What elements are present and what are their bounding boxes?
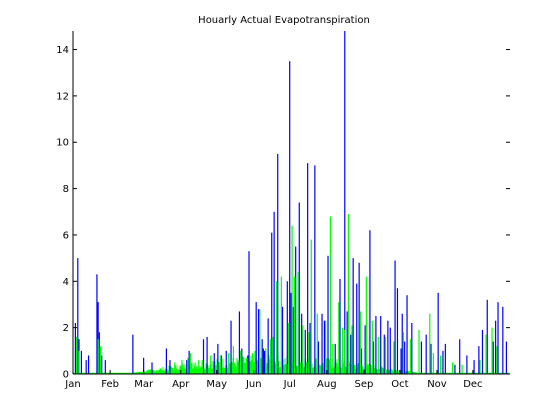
x-tick-label-nov: Nov	[427, 379, 447, 390]
x-tick-label-may: May	[206, 379, 227, 390]
y-tick-label-0: 0	[63, 370, 69, 381]
blue-series	[74, 31, 508, 374]
x-tick-label-jun: Jun	[245, 379, 262, 390]
green-series	[75, 214, 498, 374]
y-tick-label-6: 6	[63, 230, 69, 241]
y-tick-label-12: 12	[56, 91, 69, 102]
x-tick-label-mar: Mar	[134, 379, 154, 390]
x-tick-label-jan: Jan	[64, 379, 80, 390]
x-tick-label-jul: Jul	[283, 379, 296, 390]
y-ticks: 0 2 4 6 8 10 12 14	[56, 45, 510, 381]
y-tick-label-4: 4	[63, 277, 69, 288]
x-tick-label-dec: Dec	[463, 379, 482, 390]
y-tick-label-14: 14	[56, 45, 69, 56]
chart-title: Houarly Actual Evapotranspiration	[198, 15, 370, 26]
y-tick-label-2: 2	[63, 323, 69, 334]
x-tick-label-aug: Aug	[317, 379, 337, 390]
x-ticks: Jan Feb Mar Apr May Jun Jul Aug Sep Oct Nov Dec	[64, 370, 483, 390]
x-tick-label-oct: Oct	[391, 379, 408, 390]
x-tick-label-feb: Feb	[101, 379, 119, 390]
x-tick-label-apr: Apr	[172, 379, 190, 390]
x-tick-label-sep: Sep	[355, 379, 374, 390]
y-tick-label-10: 10	[56, 138, 69, 149]
y-tick-label-8: 8	[63, 184, 69, 195]
